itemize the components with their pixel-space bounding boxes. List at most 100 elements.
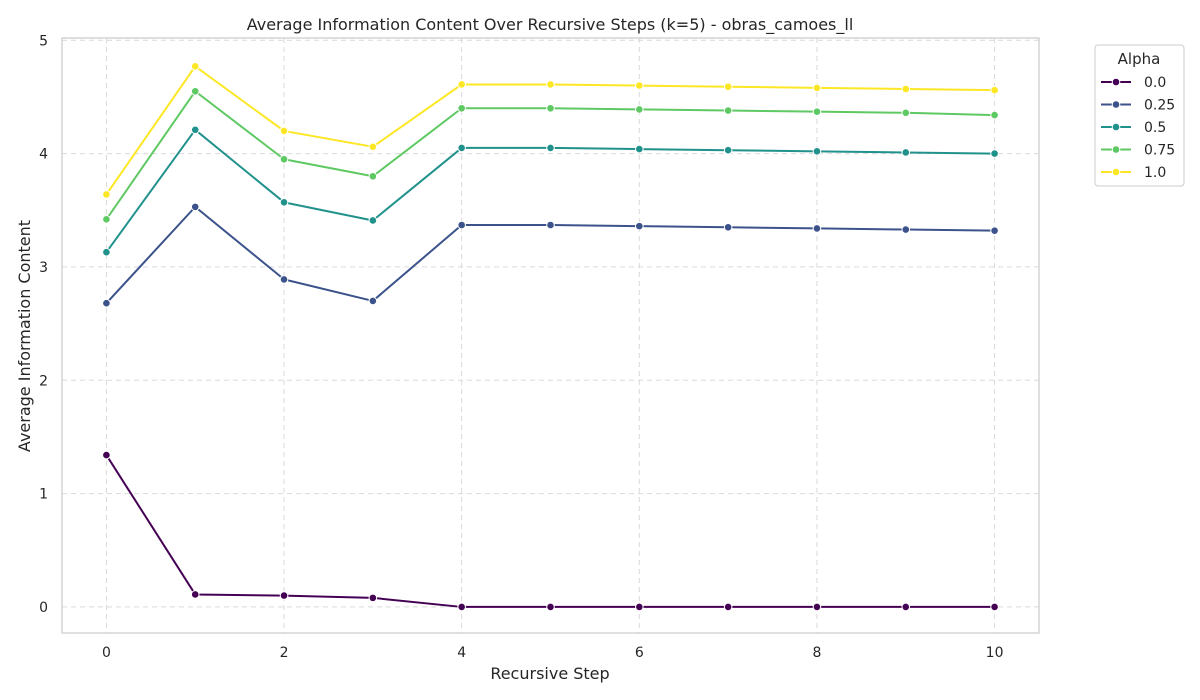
y-tick-label: 4 [39, 147, 48, 163]
legend-label: 0.0 [1144, 75, 1166, 91]
data-point [723, 145, 733, 155]
data-point [546, 143, 555, 153]
data-point [546, 80, 555, 89]
legend-item: 0.25 [1101, 98, 1175, 114]
data-point [635, 105, 644, 114]
series-line [105, 454, 995, 608]
legend-swatch-marker [1111, 167, 1121, 177]
data-point [190, 125, 200, 135]
data-point [901, 148, 911, 157]
series-0.0 [102, 450, 999, 612]
data-point [368, 216, 378, 225]
data-point [190, 62, 200, 71]
data-point [901, 602, 911, 612]
x-tick-label: 0 [102, 645, 111, 661]
legend: Alpha 0.0 0.25 0.5 0.75 1.0 [1094, 44, 1185, 187]
data-point [457, 143, 466, 153]
y-tick-label: 5 [39, 33, 48, 49]
data-point [635, 221, 644, 231]
x-tick-label: 10 [986, 645, 1004, 661]
data-point [102, 450, 111, 460]
data-point [990, 602, 999, 612]
data-point [723, 602, 733, 612]
data-point [279, 126, 289, 136]
data-point [102, 190, 111, 199]
legend-title: Alpha [1118, 50, 1161, 68]
y-tick-label: 3 [39, 260, 48, 276]
data-point [190, 590, 200, 599]
data-point [368, 142, 378, 152]
y-tick-label: 0 [39, 600, 48, 616]
data-point [990, 226, 999, 235]
legend-swatch-marker [1111, 122, 1121, 132]
y-axis-label: Average Information Content [15, 220, 34, 452]
plot-area-frame [61, 37, 1040, 634]
legend-swatch-marker [1111, 145, 1121, 154]
x-tick-label: 2 [280, 645, 289, 661]
series-0.25 [102, 202, 999, 308]
data-point [546, 220, 555, 230]
y-tick-label: 2 [39, 373, 48, 389]
data-point [457, 602, 466, 612]
data-point [723, 82, 733, 92]
legend-label: 0.5 [1144, 120, 1166, 136]
data-point [990, 110, 999, 120]
chart-title: Average Information Content Over Recursi… [247, 15, 854, 35]
data-point [901, 84, 911, 94]
grid [62, 38, 1039, 633]
data-point [279, 275, 289, 284]
legend-swatch-marker [1111, 100, 1121, 109]
data-point [279, 198, 289, 207]
x-tick-label: 4 [457, 645, 466, 661]
legend-items: 0.0 0.25 0.5 0.75 1.0 [1101, 75, 1175, 181]
data-point [635, 602, 644, 612]
data-point [812, 224, 822, 233]
data-point [190, 86, 200, 96]
data-point [990, 149, 999, 158]
x-tick-label: 6 [635, 645, 644, 661]
series-0.75 [102, 86, 999, 224]
legend-label: 1.0 [1144, 165, 1166, 181]
data-point [368, 593, 378, 603]
data-point [102, 215, 111, 224]
data-point [457, 103, 466, 113]
data-point [901, 225, 911, 234]
data-point [279, 591, 289, 600]
y-axis-ticks: 0 1 2 3 4 5 [39, 33, 48, 616]
data-point [723, 106, 733, 115]
data-point [635, 81, 644, 90]
data-point [457, 80, 466, 89]
data-point [812, 147, 822, 156]
legend-swatch-marker [1111, 77, 1121, 87]
data-point [723, 222, 733, 232]
legend-item: 0.5 [1101, 120, 1166, 136]
legend-item: 0.0 [1101, 75, 1166, 91]
data-point [102, 298, 111, 308]
data-point [990, 85, 999, 95]
y-tick-label: 1 [39, 487, 48, 503]
data-point [812, 107, 822, 116]
legend-item: 1.0 [1101, 165, 1166, 181]
data-point [812, 83, 822, 93]
x-tick-label: 8 [812, 645, 821, 661]
data-point [368, 296, 378, 306]
legend-label: 0.75 [1144, 143, 1175, 159]
data-point [635, 144, 644, 154]
data-point [190, 202, 200, 212]
data-point [901, 108, 911, 118]
x-axis-label: Recursive Step [490, 664, 609, 683]
legend-label: 0.25 [1144, 98, 1175, 114]
data-point [279, 154, 289, 164]
data-point [102, 247, 111, 257]
legend-item: 0.75 [1101, 143, 1175, 159]
series-0.5 [102, 125, 999, 257]
data-point [546, 602, 555, 612]
data-point [457, 220, 466, 230]
data-point [812, 602, 822, 612]
x-axis-ticks: 0 2 4 6 8 10 [102, 645, 1004, 661]
data-point [368, 171, 378, 181]
data-point [546, 103, 555, 113]
series-group [102, 62, 999, 612]
